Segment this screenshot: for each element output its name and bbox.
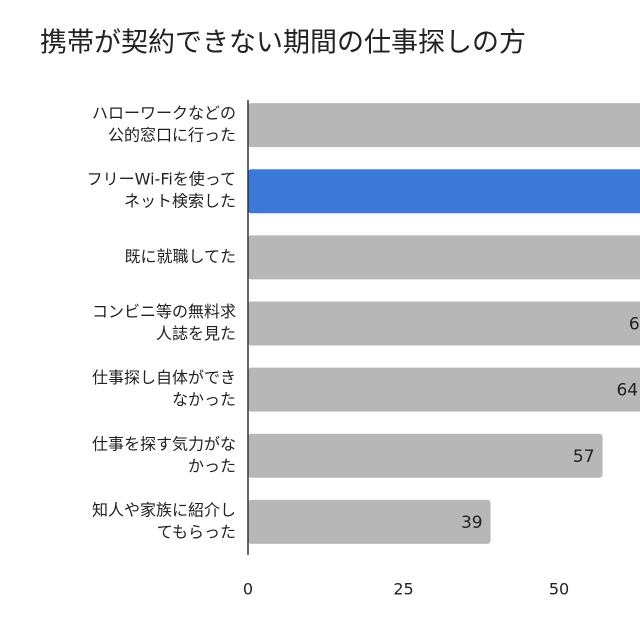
y-tick-label: 既に就職してた <box>124 247 236 266</box>
y-tick-label: てもらった <box>157 522 236 541</box>
y-tick-label: 仕事を探す気力がな <box>92 434 236 453</box>
y-tick-label: フリーWi-Fiを使って <box>87 170 236 189</box>
bar <box>248 433 603 478</box>
y-tick-label: かった <box>188 456 236 475</box>
bar <box>248 367 640 412</box>
y-tick-label: ハローワークなどの <box>92 104 236 123</box>
bar <box>248 301 640 346</box>
chart-title: 携帯が契約できない期間の仕事探しの方 <box>40 28 526 59</box>
value-label: 64 <box>616 381 638 401</box>
y-tick-label: コンビニ等の無料求 <box>92 302 236 321</box>
y-tick-label: ネット検索した <box>124 192 236 211</box>
x-tick-label: 25 <box>393 580 413 599</box>
bar <box>248 235 640 280</box>
bar <box>248 169 640 214</box>
x-tick-label: 50 <box>549 580 569 599</box>
y-tick-label: 人誌を見た <box>156 324 236 343</box>
bar <box>248 103 640 148</box>
value-label: 57 <box>573 447 595 467</box>
x-tick-label: 0 <box>243 580 253 599</box>
value-label: 39 <box>461 513 483 533</box>
y-tick-label: なかった <box>172 390 236 409</box>
bar <box>248 499 491 544</box>
y-tick-label: 知人や家族に紹介し <box>92 500 236 519</box>
y-tick-label: 仕事探し自体ができ <box>92 368 236 387</box>
y-tick-label: 公的窓口に行った <box>108 126 236 145</box>
value-label: 66 <box>629 315 640 335</box>
